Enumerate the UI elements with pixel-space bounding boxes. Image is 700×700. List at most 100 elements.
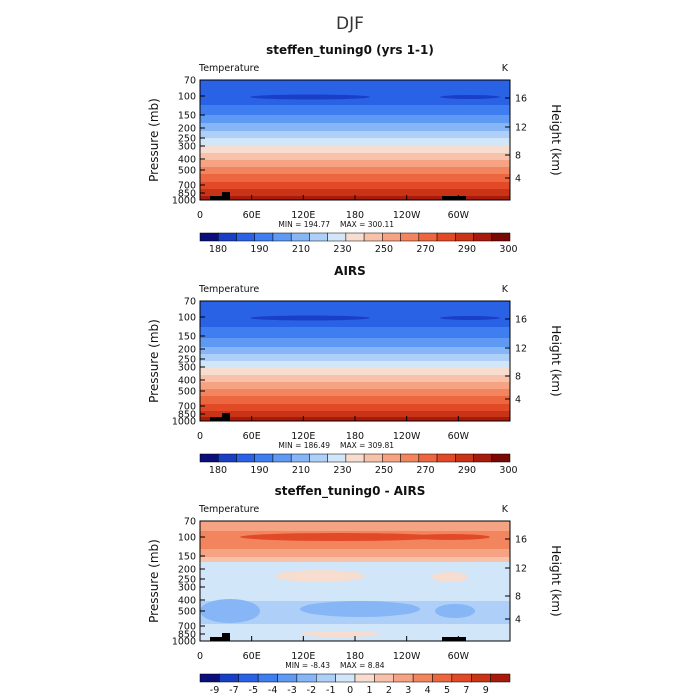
height-tick-label: 12 xyxy=(515,344,527,355)
colorbar-label: 230 xyxy=(333,244,351,255)
topography xyxy=(222,413,230,421)
lon-tick-label: 120E xyxy=(291,210,315,221)
pressure-axis-label: Pressure (mb) xyxy=(147,98,161,182)
lon-tick-label: 0 xyxy=(197,210,203,221)
colorbar-label: 230 xyxy=(333,465,351,476)
max-label: MAX = 300.11 xyxy=(340,220,394,229)
warm-patch xyxy=(275,570,365,582)
colorbar-swatch xyxy=(272,232,292,242)
pressure-tick-label: 700 xyxy=(178,181,196,192)
colorbar-label: 270 xyxy=(416,244,434,255)
topography xyxy=(442,637,466,641)
lon-tick-label: 120E xyxy=(291,651,315,662)
pressure-tick-label: 700 xyxy=(178,402,196,413)
colorbar-label: 210 xyxy=(292,465,310,476)
colorbar-swatch xyxy=(393,673,414,683)
lon-tick-label: 0 xyxy=(197,651,203,662)
height-axis-label: Height (km) xyxy=(549,325,563,396)
topography xyxy=(442,196,466,200)
colorbar-label: 180 xyxy=(209,465,227,476)
colorbar-swatch xyxy=(335,673,356,683)
contour-band-13 xyxy=(200,189,510,196)
contour-band-4 xyxy=(200,123,510,131)
warm-core xyxy=(410,534,490,540)
contour-band-7 xyxy=(200,368,510,375)
pressure-tick-label: 300 xyxy=(178,583,196,594)
height-tick-label: 16 xyxy=(515,94,527,105)
colorbar-swatch xyxy=(327,453,347,463)
pressure-tick-label: 100 xyxy=(178,92,196,103)
colorbar-label: 7 xyxy=(463,685,469,696)
contour-band-1 xyxy=(200,97,510,105)
height-tick-label: 16 xyxy=(515,315,527,326)
colorbar-label: -5 xyxy=(249,685,258,696)
warm-core xyxy=(240,533,440,541)
colorbar-label: 3 xyxy=(405,685,411,696)
colorbar-label: 0 xyxy=(347,685,353,696)
pressure-tick-label: 250 xyxy=(178,134,196,145)
lon-tick-label: 120W xyxy=(393,431,421,442)
cold-core xyxy=(250,315,370,321)
colorbar-label: 4 xyxy=(425,685,431,696)
colorbar-label: 290 xyxy=(458,244,476,255)
contour-band-1 xyxy=(200,318,510,327)
colorbar-swatch xyxy=(471,673,491,683)
lon-tick-label: 120W xyxy=(393,651,421,662)
lon-tick-label: 60W xyxy=(448,431,470,442)
panel-0: steffen_tuning0 (yrs 1-1) Temperature K 70 1… xyxy=(147,43,563,255)
pressure-tick-label: 300 xyxy=(178,363,196,374)
colorbar-swatch xyxy=(400,453,420,463)
min-label: MIN = -8.43 xyxy=(285,661,330,670)
colorbar-swatch xyxy=(238,673,259,683)
panel-title: AIRS xyxy=(334,264,366,278)
lon-tick-label: 120E xyxy=(291,431,315,442)
height-tick-label: 8 xyxy=(515,372,521,383)
colorbar-swatch xyxy=(217,232,237,242)
colorbar-swatch xyxy=(236,232,255,242)
height-tick-label: 4 xyxy=(515,174,521,185)
colorbar-swatch xyxy=(199,232,219,242)
topography xyxy=(210,637,230,641)
colorbar-swatch xyxy=(473,453,493,463)
contour-band-6 xyxy=(200,361,510,368)
contour-band-12 xyxy=(200,404,510,411)
colorbar-swatch xyxy=(473,232,493,242)
contour-band-10 xyxy=(200,167,510,174)
colorbar-label: 250 xyxy=(375,244,393,255)
figure-title: DJF xyxy=(336,14,364,34)
pressure-tick-label: 500 xyxy=(178,166,196,177)
pressure-tick-label: 200 xyxy=(178,345,196,356)
colorbar-swatch xyxy=(345,232,365,242)
field xyxy=(200,301,510,421)
colorbar-label: 270 xyxy=(416,465,434,476)
cold-core xyxy=(440,316,500,320)
panel-title: steffen_tuning0 (yrs 1-1) xyxy=(266,43,434,58)
contour-band-11 xyxy=(200,174,510,182)
colorbar-label: 190 xyxy=(250,465,268,476)
colorbar-label: 1 xyxy=(367,685,373,696)
pressure-tick-label: 850 xyxy=(178,410,196,421)
warm-patch xyxy=(432,572,468,582)
colorbar-swatch xyxy=(219,673,239,683)
colorbar-label: 210 xyxy=(292,244,310,255)
contour-band-0 xyxy=(200,80,510,97)
lon-tick-label: 120W xyxy=(393,210,421,221)
colorbar-swatch xyxy=(382,453,401,463)
height-tick-label: 4 xyxy=(515,395,521,406)
colorbar-swatch xyxy=(436,453,456,463)
contour-band-2 xyxy=(200,327,510,338)
topography xyxy=(210,417,230,421)
cold-core xyxy=(440,95,500,99)
colorbar-swatch xyxy=(382,232,401,242)
topography xyxy=(222,633,230,641)
height-tick-label: 12 xyxy=(515,123,527,134)
pressure-tick-label: 200 xyxy=(178,565,196,576)
colorbar-swatch xyxy=(296,673,317,683)
lon-tick-label: 60E xyxy=(243,651,261,662)
colorbar-swatch xyxy=(491,232,511,242)
panel-title: steffen_tuning0 - AIRS xyxy=(275,484,426,499)
height-tick-label: 8 xyxy=(515,592,521,603)
contour-band-5 xyxy=(200,588,510,601)
pressure-tick-label: 70 xyxy=(184,517,196,528)
